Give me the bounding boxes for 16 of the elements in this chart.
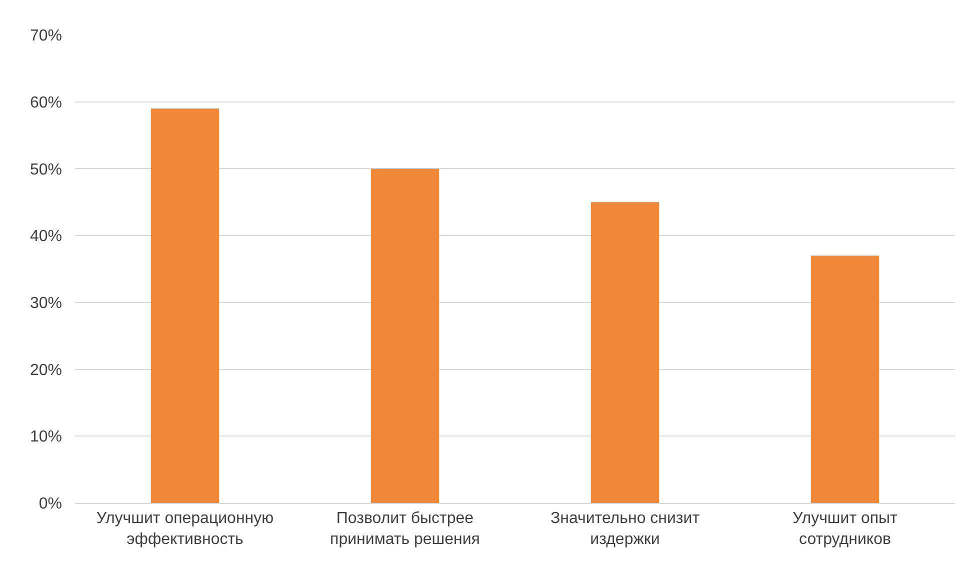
y-tick-label: 0% [38, 496, 62, 513]
bar [590, 202, 660, 503]
y-tick-label: 70% [30, 28, 62, 45]
bar [810, 256, 880, 503]
y-tick-label: 20% [30, 362, 62, 379]
y-tick-label: 60% [30, 94, 62, 112]
bar [370, 168, 440, 503]
y-tick-label: 40% [30, 228, 62, 246]
bar [150, 108, 220, 503]
x-tick-label: Позволит быстрее принимать решения [330, 510, 480, 548]
y-tick-label: 50% [30, 161, 62, 178]
y-tick-label: 10% [30, 428, 62, 446]
x-tick-label: Улучшит опыт сотрудников [792, 510, 898, 548]
x-tick-label: Значительно снизит издержки [550, 510, 700, 548]
y-tick-label: 30% [30, 295, 62, 312]
x-tick-label: Улучшит операционную эффективность [96, 510, 274, 548]
